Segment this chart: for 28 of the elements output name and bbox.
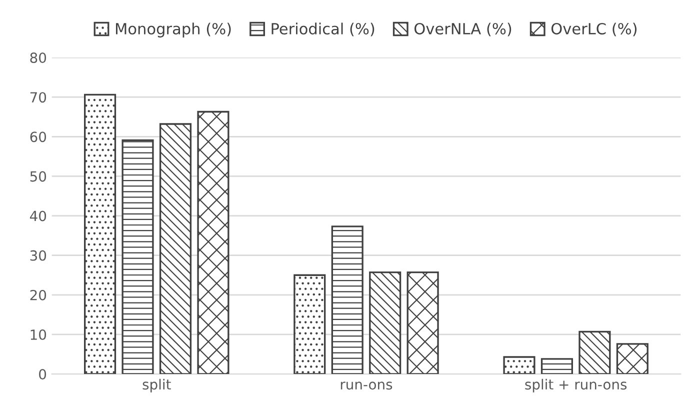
x-tick-label: run-ons bbox=[340, 382, 392, 390]
y-tick-label: 20 bbox=[30, 290, 46, 300]
bar bbox=[616, 343, 648, 374]
y-tick-label: 10 bbox=[30, 329, 46, 340]
legend-label: Periodical (%) bbox=[272, 22, 374, 36]
bar bbox=[159, 123, 192, 374]
bar bbox=[578, 330, 611, 374]
bar bbox=[406, 272, 439, 374]
bar bbox=[122, 139, 154, 374]
legend-label: OverNLA (%) bbox=[414, 22, 512, 36]
bar bbox=[540, 358, 573, 374]
y-tick-label: 40 bbox=[30, 210, 46, 222]
bar bbox=[84, 94, 116, 374]
bar bbox=[197, 110, 230, 374]
x-tick-label: split + run-ons bbox=[525, 378, 627, 392]
bar bbox=[369, 272, 402, 374]
y-tick-label: 60 bbox=[30, 132, 46, 142]
y-tick-label: 50 bbox=[30, 171, 46, 182]
y-tick-label: 30 bbox=[30, 250, 46, 261]
y-tick-label: 80 bbox=[30, 52, 46, 64]
legend-label: OverLC (%) bbox=[551, 22, 637, 36]
bar bbox=[503, 356, 536, 374]
bar bbox=[331, 226, 364, 374]
legend-label: Monograph (%) bbox=[116, 22, 231, 38]
bar bbox=[294, 274, 326, 374]
y-tick-label: 0 bbox=[39, 368, 46, 380]
x-tick-label: split bbox=[142, 378, 171, 392]
y-tick-label: 70 bbox=[30, 92, 46, 103]
